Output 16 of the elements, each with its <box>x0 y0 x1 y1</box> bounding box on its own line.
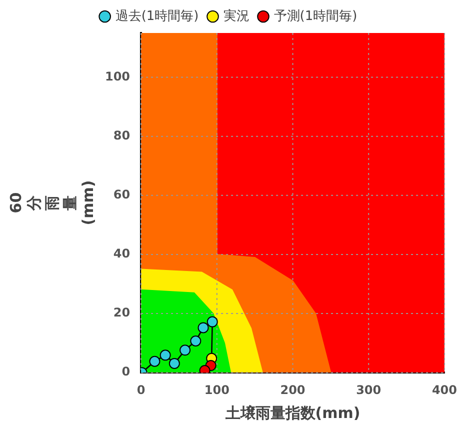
y-tick-label: 80 <box>113 128 130 142</box>
x-axis-title: 土壌雨量指数(mm) <box>224 404 360 422</box>
x-tick-label: 0 <box>136 382 146 397</box>
y-axis-title: 60分雨量(mm) <box>6 180 97 226</box>
legend-label: 実況 <box>223 8 250 24</box>
y-tick-label: 60 <box>113 188 130 202</box>
legend-label: 過去(1時間毎) <box>115 8 199 24</box>
y-tick-label: 0 <box>122 364 130 379</box>
x-tick-label: 300 <box>356 382 382 397</box>
x-tick-label: 100 <box>204 382 230 397</box>
y-tick-label: 20 <box>113 306 130 320</box>
x-tick-label: 200 <box>280 382 306 397</box>
y-tick-label: 100 <box>104 69 130 84</box>
x-tick-label: 400 <box>432 382 458 397</box>
y-tick-label: 40 <box>113 246 130 261</box>
legend-label: 予測(1時間毎) <box>274 8 358 24</box>
